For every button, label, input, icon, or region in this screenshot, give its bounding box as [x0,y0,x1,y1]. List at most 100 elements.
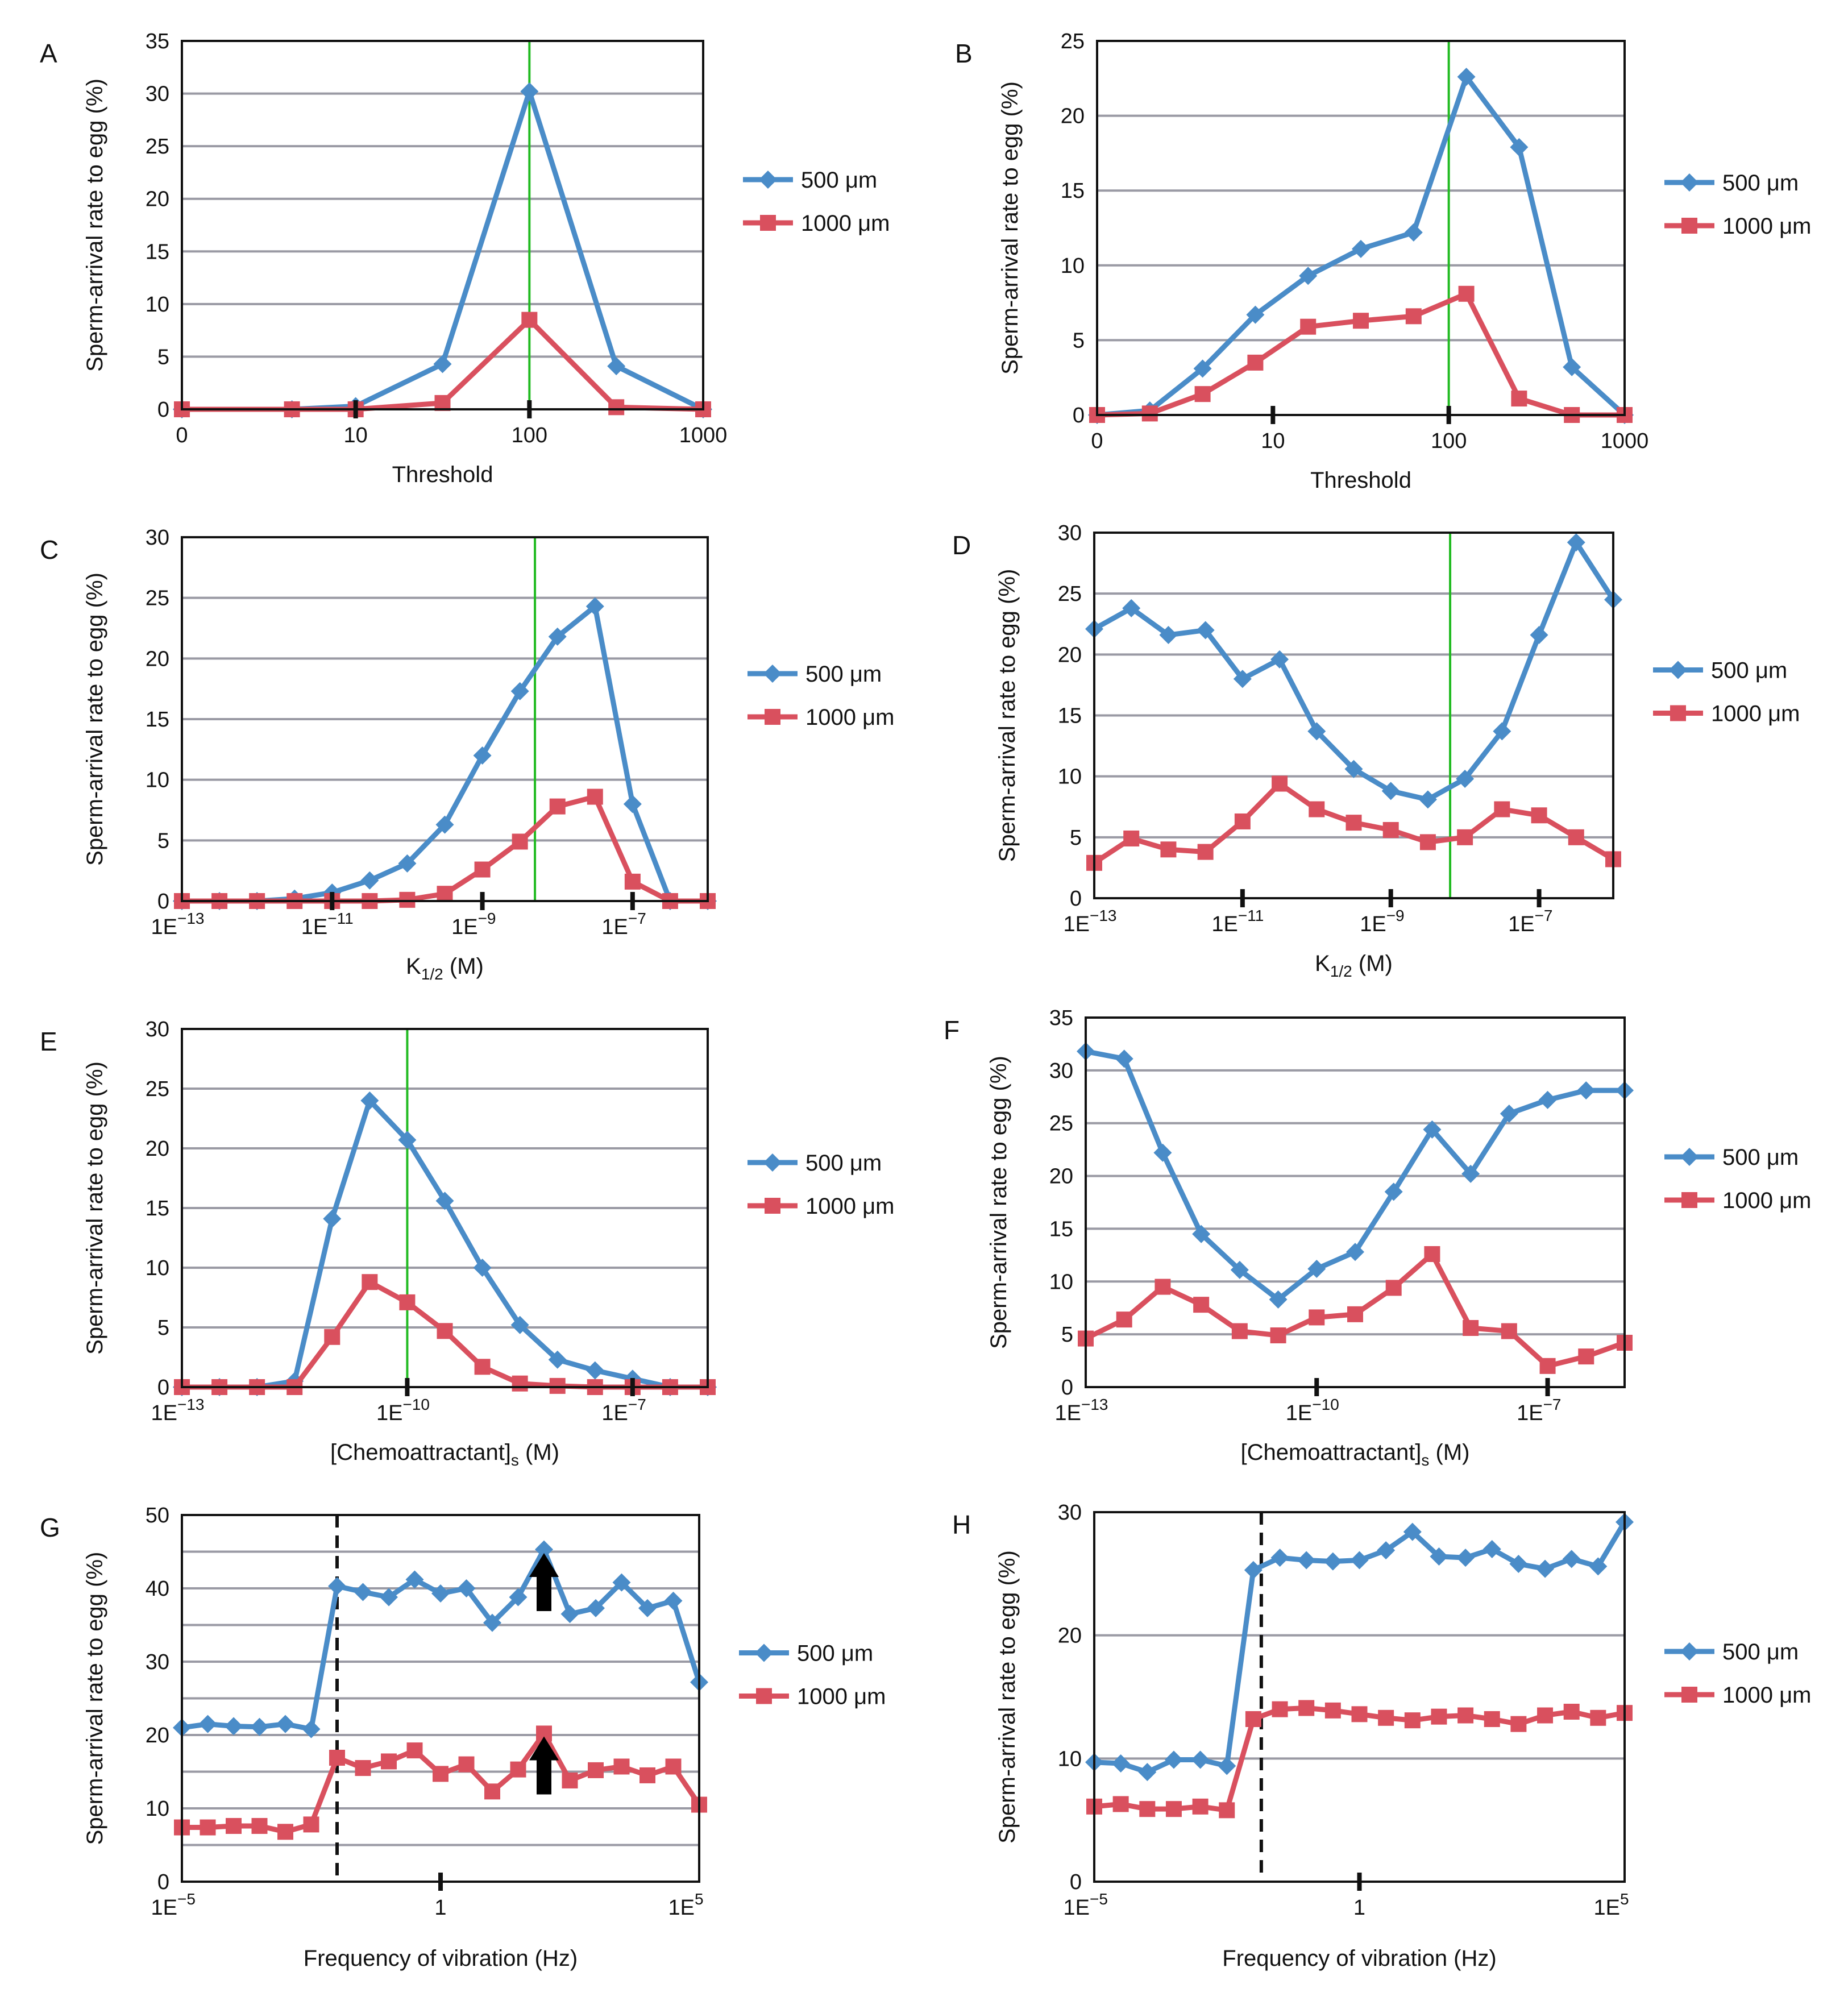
gridlines [182,1088,708,1329]
legend-label: 1000 μm [801,211,890,236]
series-1000um [1086,1700,1633,1819]
data-point [433,355,452,373]
data-point [1423,1120,1442,1139]
panel-letter: G [40,1513,60,1542]
data-point [225,1717,243,1736]
panel-b: B 0 5 10 15 20 25 0 10 100 1000 Threshold Sperm-arri… [955,30,1811,493]
data-point [1424,1246,1440,1262]
x-tick-label: 100 [512,424,547,447]
data-point [549,1377,566,1394]
x-tick-label-exp: −11 [1238,907,1264,924]
data-point [560,1605,579,1624]
legend-swatch-marker [1680,1148,1699,1166]
data-point [510,682,529,700]
data-point [484,1783,500,1800]
y-tick-label: 10 [1058,1747,1082,1771]
gridlines [182,596,708,842]
panel-letter: E [40,1027,57,1056]
data-point [1456,1549,1475,1567]
x-axis-label: Threshold [392,462,493,487]
y-axis-label: Sperm-arrival rate to egg (%) [82,1552,107,1845]
data-point [1536,1559,1555,1578]
data-point [1457,829,1473,845]
data-point [431,1584,450,1603]
data-point [1270,1327,1286,1343]
data-point [1297,1551,1316,1570]
legend-label: 500 μm [1722,1145,1799,1170]
x-tick-label-base: 1E [1517,1401,1543,1425]
data-point [437,1323,453,1339]
legend-label: 500 μm [805,1151,882,1176]
data-point [623,795,642,813]
data-point [1307,722,1326,741]
x-tick-label-exp: −10 [402,1396,430,1413]
data-point [474,1359,491,1375]
data-point [399,891,416,908]
y-tick-label: 10 [1061,254,1085,278]
x-tick-label-exp: 5 [695,1890,704,1908]
data-point [360,1091,379,1110]
data-point [433,1766,448,1782]
data-point [302,1720,321,1738]
data-point [607,357,626,376]
data-point [1116,1311,1132,1328]
legend-item-500um: 500 μm [747,662,882,687]
y-tick-label: 0 [1073,404,1085,427]
panel-letter: H [952,1510,971,1539]
data-point [1298,1700,1315,1716]
data-point [1562,1550,1581,1568]
y-tick-label: 5 [1073,329,1085,352]
arrow-annotation [529,1736,559,1795]
data-point [324,1329,340,1345]
data-point [1509,1555,1528,1573]
x-axis-label: [Chemoattractant]s (M) [330,1440,559,1469]
x-axis-label: K1/2 (M) [1315,951,1393,980]
series-500um [1085,1513,1634,1782]
y-tick-label: 30 [146,82,169,106]
x-tick-label-exp: −7 [628,1396,646,1413]
x-axis-label-sub: s [511,1451,519,1469]
x-tick-label: 1E −11 [301,910,354,939]
y-tick-label: 50 [146,1504,169,1528]
y-axis-label: Sperm-arrival rate to egg (%) [986,1056,1011,1349]
data-point [1419,834,1436,850]
data-point [512,833,528,850]
data-point [1577,1081,1596,1100]
legend-item-500um: 500 μm [747,1151,882,1176]
data-point [457,1579,476,1597]
data-point [510,1315,529,1334]
data-point [1484,1711,1500,1727]
y-tick-label: 20 [146,1137,169,1161]
arrow-shaft [537,1760,551,1795]
data-point [1111,1754,1130,1773]
data-point [1482,1540,1501,1558]
x-tick-label-base: 1E [1594,1896,1620,1920]
x-tick-label: 1E −13 [1064,907,1117,936]
data-point [1160,841,1177,858]
y-tick-label: 10 [1049,1270,1073,1294]
data-point [548,1350,567,1369]
data-point [1230,1260,1249,1279]
data-point [587,1599,605,1617]
x-tick-label-base: 1E [1064,1896,1090,1920]
x-tick-label-base: 1E [1508,912,1534,936]
data-point [612,1573,631,1592]
series-1000um [1078,1246,1633,1374]
data-point [1165,1801,1182,1817]
y-axis-label: Sperm-arrival rate to egg (%) [998,81,1023,375]
x-tick-label-base: 1E [1064,912,1090,936]
arrow-annotation [529,1553,559,1611]
data-point [1231,1323,1248,1339]
y-tick-label: 0 [1061,1376,1073,1400]
legend-label: 1000 μm [805,1194,894,1219]
data-point [1353,313,1369,329]
x-tick-label: 1E −5 [151,1890,196,1920]
y-tick-label: 30 [146,1650,169,1674]
legend-item-500um: 500 μm [739,1641,873,1666]
legend: 500 μm 1000 μm [1653,658,1800,727]
data-point [398,854,417,873]
data-point [1457,68,1476,86]
y-tick-label: 15 [146,1197,169,1221]
